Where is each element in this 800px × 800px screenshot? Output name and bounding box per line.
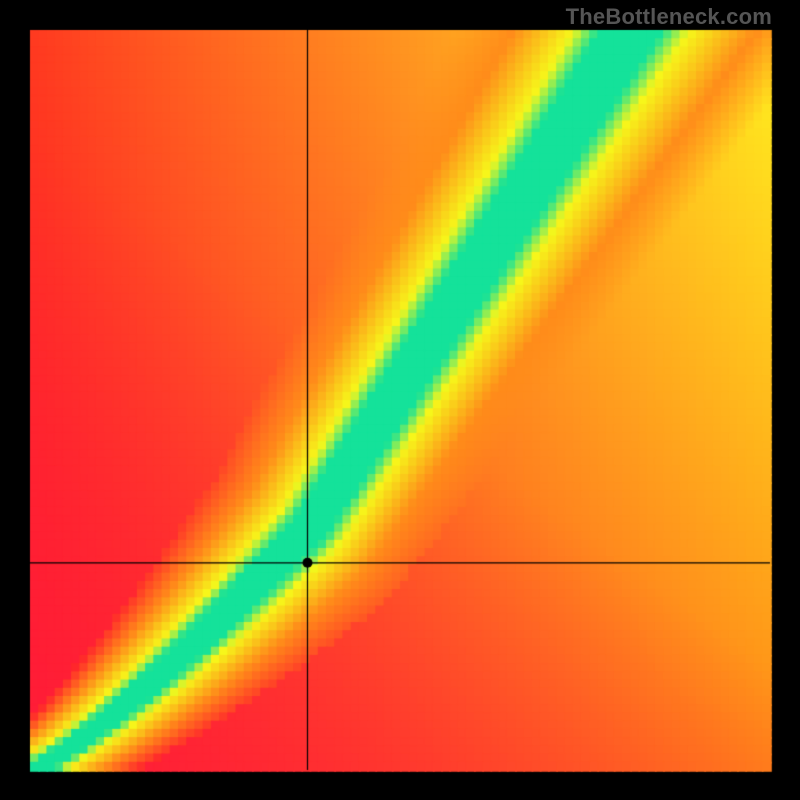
attribution-label: TheBottleneck.com xyxy=(566,4,772,30)
bottleneck-heatmap xyxy=(0,0,800,800)
chart-container: TheBottleneck.com xyxy=(0,0,800,800)
